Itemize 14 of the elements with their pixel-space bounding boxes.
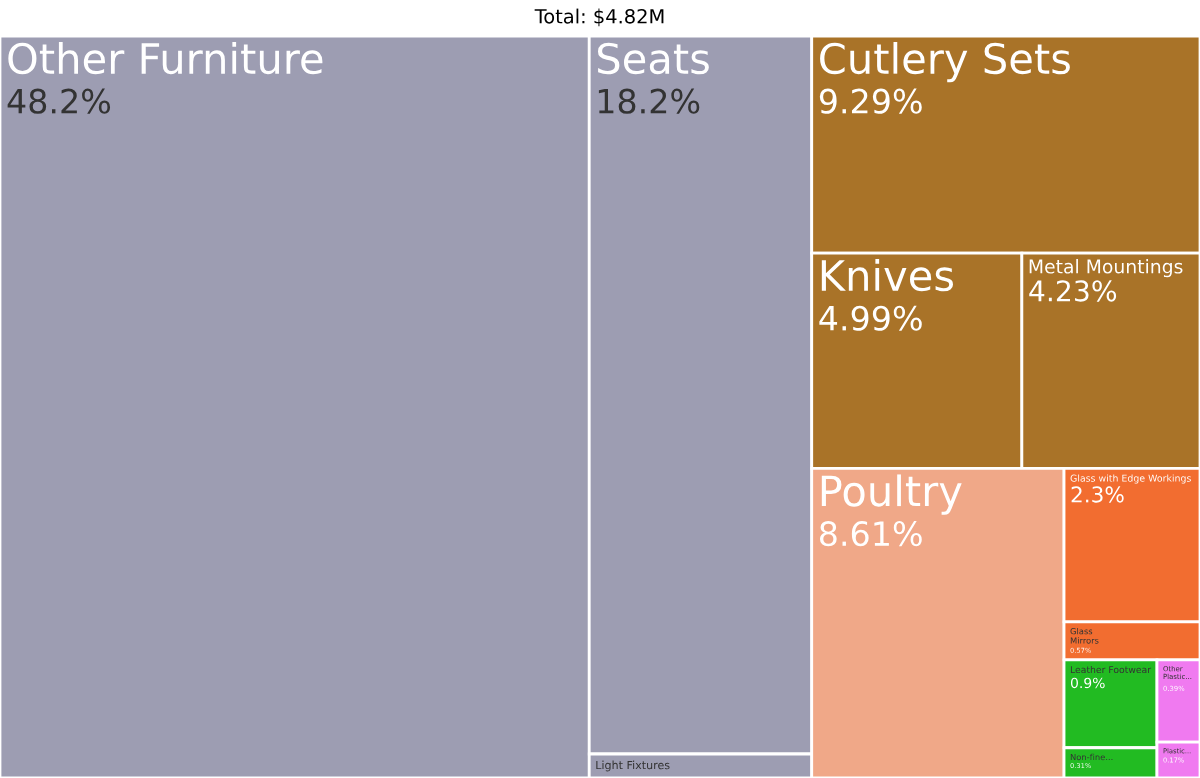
data-label: 4.99% bbox=[819, 305, 922, 331]
category-label: Metal Mountings bbox=[1029, 259, 1183, 278]
category-label: Poultry bbox=[821, 474, 962, 515]
data-label: 48.2% bbox=[7, 88, 111, 114]
category-label: Seats bbox=[597, 42, 709, 75]
data-label: 18.2% bbox=[598, 88, 700, 114]
data-label: 8.61% bbox=[820, 521, 922, 547]
data-label: 9.29% bbox=[819, 88, 922, 114]
category-label: Knives bbox=[821, 259, 954, 292]
category-label: Cutlery Sets bbox=[820, 42, 1070, 83]
category-label: Other Furniture bbox=[8, 42, 323, 75]
text: Total: $4.82M bbox=[534, 8, 664, 27]
data-label: 2.3% bbox=[1071, 486, 1124, 503]
data-label: 4.23% bbox=[1029, 280, 1117, 302]
